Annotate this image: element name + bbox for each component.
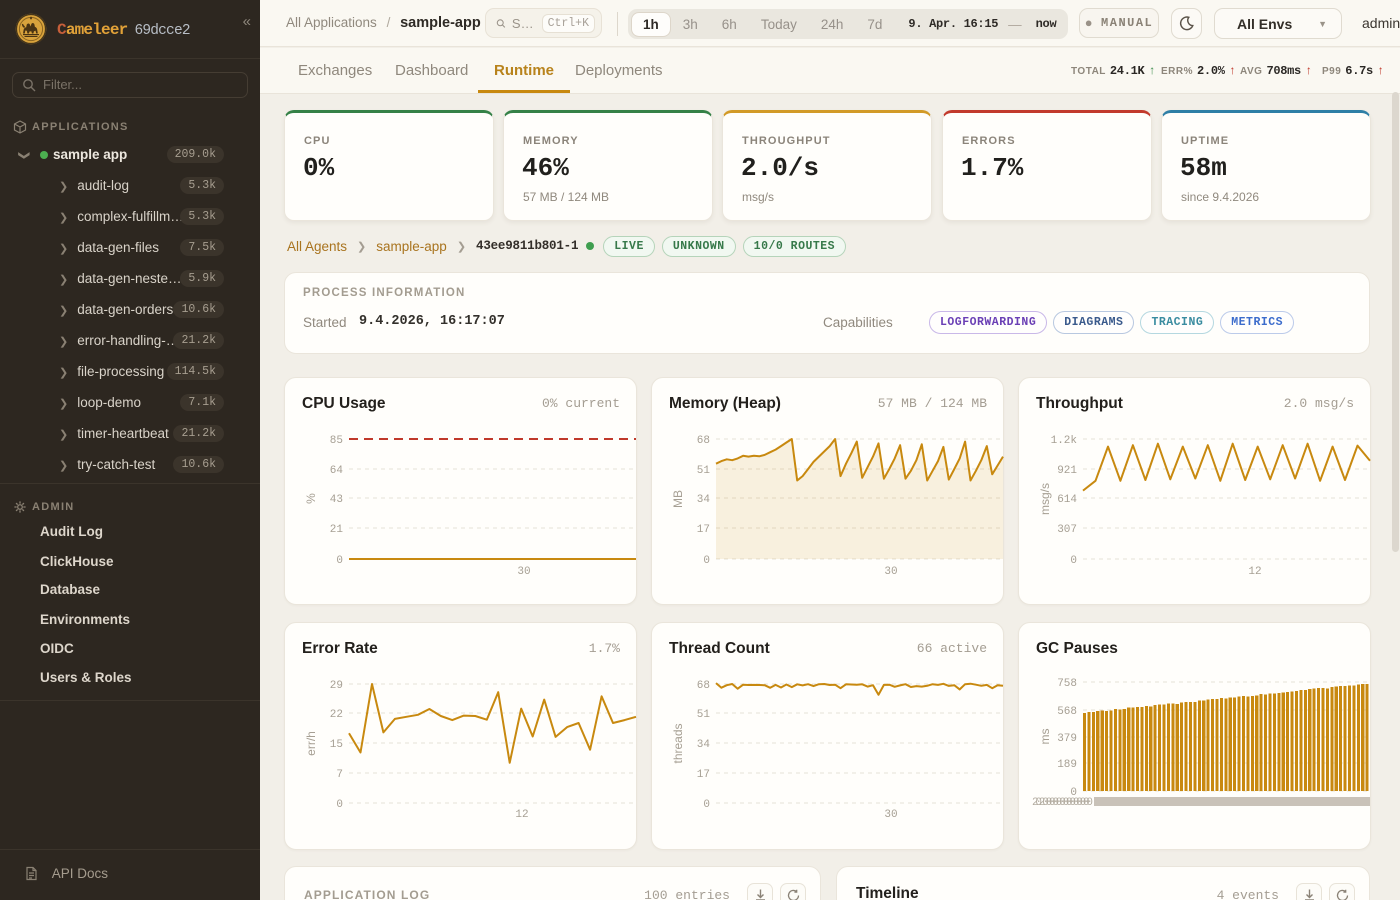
svg-text:7: 7 (336, 769, 343, 781)
svg-text:MB: MB (671, 490, 685, 508)
svg-text:17: 17 (697, 769, 710, 781)
svg-text:0: 0 (336, 799, 343, 811)
svg-text:51: 51 (697, 709, 711, 721)
svg-text:err/h: err/h (304, 731, 318, 756)
svg-text:12: 12 (1248, 566, 1261, 578)
svg-text:614: 614 (1057, 494, 1077, 506)
svg-text:%: % (304, 493, 318, 504)
svg-text:34: 34 (697, 494, 711, 506)
svg-text:20200000000000000: 20200000000000000 (1032, 797, 1092, 809)
svg-text:43: 43 (330, 494, 343, 506)
svg-text:30: 30 (517, 566, 530, 578)
svg-text:51: 51 (697, 465, 711, 477)
svg-text:307: 307 (1057, 524, 1077, 536)
svg-text:64: 64 (330, 465, 344, 477)
svg-text:22: 22 (330, 709, 343, 721)
svg-text:85: 85 (330, 435, 343, 447)
svg-text:0: 0 (703, 799, 710, 811)
svg-text:68: 68 (697, 435, 710, 447)
svg-text:21: 21 (330, 524, 344, 536)
svg-text:30: 30 (884, 566, 897, 578)
svg-text:30: 30 (884, 809, 897, 821)
svg-text:threads: threads (671, 723, 685, 763)
svg-text:189: 189 (1057, 759, 1077, 771)
svg-text:29: 29 (330, 680, 343, 692)
svg-text:1.2k: 1.2k (1051, 435, 1078, 447)
svg-text:68: 68 (697, 680, 710, 692)
svg-text:0: 0 (1070, 787, 1077, 799)
svg-text:msg/s: msg/s (1038, 483, 1052, 515)
svg-text:17: 17 (697, 524, 710, 536)
svg-text:0: 0 (336, 555, 343, 567)
svg-text:34: 34 (697, 739, 711, 751)
svg-text:568: 568 (1057, 706, 1077, 718)
svg-text:0: 0 (703, 555, 710, 567)
svg-text:0: 0 (1070, 555, 1077, 567)
svg-text:ms: ms (1038, 729, 1052, 745)
svg-text:379: 379 (1057, 733, 1077, 745)
svg-text:12: 12 (515, 809, 528, 821)
svg-text:15: 15 (330, 739, 343, 751)
svg-text:758: 758 (1057, 678, 1077, 690)
svg-text:921: 921 (1057, 465, 1077, 477)
